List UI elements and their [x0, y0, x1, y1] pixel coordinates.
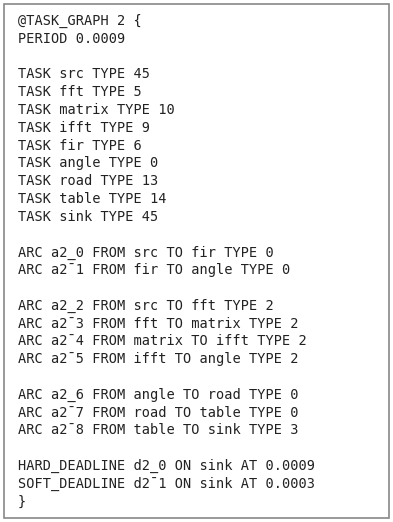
- Text: ARC a2¯4 FROM matrix TO ifft TYPE 2: ARC a2¯4 FROM matrix TO ifft TYPE 2: [18, 335, 307, 348]
- Text: ARC a2¯7 FROM road TO table TYPE 0: ARC a2¯7 FROM road TO table TYPE 0: [18, 406, 299, 420]
- Text: TASK matrix TYPE 10: TASK matrix TYPE 10: [18, 103, 175, 117]
- Text: }: }: [18, 495, 26, 508]
- Text: ARC a2¯8 FROM table TO sink TYPE 3: ARC a2¯8 FROM table TO sink TYPE 3: [18, 423, 299, 437]
- Text: TASK ifft TYPE 9: TASK ifft TYPE 9: [18, 121, 150, 135]
- Text: TASK sink TYPE 45: TASK sink TYPE 45: [18, 210, 158, 224]
- Text: ARC a2_6 FROM angle TO road TYPE 0: ARC a2_6 FROM angle TO road TYPE 0: [18, 388, 299, 402]
- Text: TASK table TYPE 14: TASK table TYPE 14: [18, 192, 167, 206]
- Text: TASK src TYPE 45: TASK src TYPE 45: [18, 67, 150, 81]
- Text: ARC a2_2 FROM src TO fft TYPE 2: ARC a2_2 FROM src TO fft TYPE 2: [18, 299, 274, 313]
- Text: TASK fft TYPE 5: TASK fft TYPE 5: [18, 85, 142, 99]
- Text: ARC a2¯5 FROM ifft TO angle TYPE 2: ARC a2¯5 FROM ifft TO angle TYPE 2: [18, 352, 299, 366]
- Text: ARC a2¯1 FROM fir TO angle TYPE 0: ARC a2¯1 FROM fir TO angle TYPE 0: [18, 263, 290, 277]
- Text: @TASK_GRAPH 2 {: @TASK_GRAPH 2 {: [18, 14, 142, 28]
- Text: SOFT_DEADLINE d2¯1 ON sink AT 0.0003: SOFT_DEADLINE d2¯1 ON sink AT 0.0003: [18, 477, 315, 491]
- Text: TASK road TYPE 13: TASK road TYPE 13: [18, 174, 158, 188]
- Text: TASK angle TYPE 0: TASK angle TYPE 0: [18, 157, 158, 170]
- Text: HARD_DEADLINE d2_0 ON sink AT 0.0009: HARD_DEADLINE d2_0 ON sink AT 0.0009: [18, 459, 315, 473]
- Text: PERIOD 0.0009: PERIOD 0.0009: [18, 32, 125, 46]
- Text: ARC a2_0 FROM src TO fir TYPE 0: ARC a2_0 FROM src TO fir TYPE 0: [18, 245, 274, 259]
- Text: TASK fir TYPE 6: TASK fir TYPE 6: [18, 139, 142, 152]
- Text: ARC a2¯3 FROM fft TO matrix TYPE 2: ARC a2¯3 FROM fft TO matrix TYPE 2: [18, 317, 299, 330]
